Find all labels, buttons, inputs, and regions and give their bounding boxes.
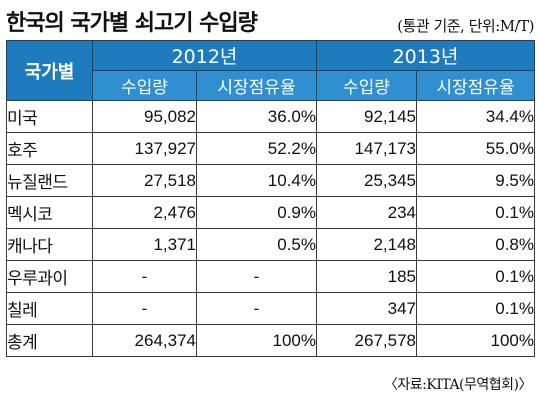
cell-country: 호주 — [6, 132, 93, 165]
cell-country: 멕시코 — [6, 196, 93, 229]
cell-import-2013: 92,145 — [316, 100, 417, 133]
cell-import-2012: 95,082 — [92, 100, 197, 133]
table-row: 호주 137,927 52.2% 147,173 55.0% — [6, 132, 535, 165]
cell-country: 칠레 — [6, 292, 93, 325]
cell-share-2013: 9.5% — [416, 164, 535, 197]
beef-import-table: 국가별 2012년 2013년 수입량 시장점유율 수입량 시장점유율 미국 9… — [6, 40, 535, 357]
cell-share-2012: 36.0% — [196, 100, 317, 133]
cell-import-2012: 2,476 — [92, 196, 197, 229]
header-share-2012: 시장점유율 — [196, 70, 317, 101]
cell-import-2012: - — [92, 292, 197, 325]
cell-share-2012: 0.9% — [196, 196, 317, 229]
page-title: 한국의 국가별 쇠고기 수입량 — [6, 11, 258, 36]
cell-import-2012: 27,518 — [92, 164, 197, 197]
cell-import-2013: 234 — [316, 196, 417, 229]
table-row: 우루과이 - - 185 0.1% — [6, 260, 535, 293]
unit-note: (통관 기준, 단위:M/T) — [397, 17, 534, 35]
table-row: 멕시코 2,476 0.9% 234 0.1% — [6, 196, 535, 229]
cell-share-2013: 0.1% — [416, 260, 535, 293]
cell-share-2012: 100% — [196, 324, 317, 357]
cell-share-2013: 34.4% — [416, 100, 535, 133]
header-country: 국가별 — [6, 40, 93, 101]
cell-share-2012: 52.2% — [196, 132, 317, 165]
header-row-metrics: 수입량 시장점유율 수입량 시장점유율 — [7, 70, 535, 101]
cell-import-2012: 264,374 — [92, 324, 197, 357]
table-row: 칠레 - - 347 0.1% — [6, 292, 535, 325]
header-row-years: 국가별 2012년 2013년 — [6, 40, 535, 101]
cell-import-2013: 267,578 — [316, 324, 417, 357]
header-year-2012: 2012년 — [92, 40, 317, 71]
cell-import-2013: 185 — [316, 260, 417, 293]
cell-share-2013: 55.0% — [416, 132, 535, 165]
cell-country: 캐나다 — [6, 228, 93, 261]
cell-country: 총계 — [6, 324, 93, 357]
cell-import-2012: - — [92, 260, 197, 293]
cell-country: 뉴질랜드 — [6, 164, 93, 197]
table-row: 캐나다 1,371 0.5% 2,148 0.8% — [6, 228, 535, 261]
header-import-2013: 수입량 — [316, 70, 417, 101]
header-import-2012: 수입량 — [92, 70, 197, 101]
source-note: 〈자료:KITA(무역협회)〉 — [383, 377, 533, 393]
cell-import-2013: 25,345 — [316, 164, 417, 197]
cell-share-2013: 0.1% — [416, 196, 535, 229]
header-share-2013: 시장점유율 — [416, 70, 535, 101]
cell-share-2012: 0.5% — [196, 228, 317, 261]
cell-import-2013: 2,148 — [316, 228, 417, 261]
cell-share-2012: - — [196, 260, 317, 293]
cell-import-2013: 347 — [316, 292, 417, 325]
cell-country: 우루과이 — [6, 260, 93, 293]
header-year-2013: 2013년 — [316, 40, 535, 71]
cell-import-2012: 137,927 — [92, 132, 197, 165]
cell-country: 미국 — [6, 100, 93, 133]
cell-import-2012: 1,371 — [92, 228, 197, 261]
table-row: 미국 95,082 36.0% 92,145 34.4% — [6, 100, 535, 133]
cell-share-2013: 0.8% — [416, 228, 535, 261]
cell-import-2013: 147,173 — [316, 132, 417, 165]
cell-share-2012: 10.4% — [196, 164, 317, 197]
title-row: 한국의 국가별 쇠고기 수입량 (통관 기준, 단위:M/T) — [6, 5, 534, 39]
table-row: 뉴질랜드 27,518 10.4% 25,345 9.5% — [6, 164, 535, 197]
cell-share-2013: 0.1% — [416, 292, 535, 325]
table-row-total: 총계 264,374 100% 267,578 100% — [6, 324, 535, 357]
cell-share-2013: 100% — [416, 324, 535, 357]
cell-share-2012: - — [196, 292, 317, 325]
